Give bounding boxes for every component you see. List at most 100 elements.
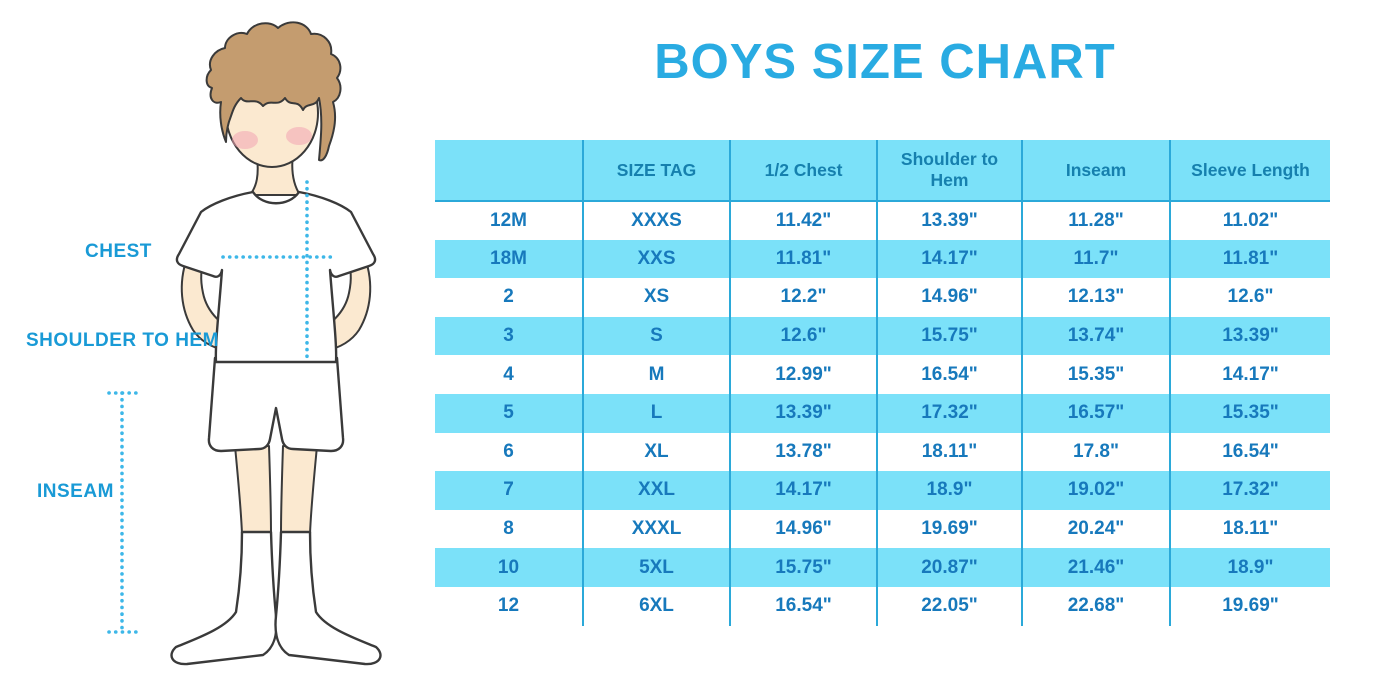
measurement-cell: 18.11" xyxy=(1170,509,1330,549)
boy-right-sock xyxy=(274,530,382,666)
measurement-cell: 11.81" xyxy=(730,239,878,279)
measurement-cell: XXL xyxy=(583,471,731,510)
measurement-cell: 14.17" xyxy=(730,471,878,510)
table-row: 3 S 12.6" 15.75" 13.74" 13.39" xyxy=(435,316,1330,356)
boy-left-cheek xyxy=(232,131,258,149)
measurement-cell: 17.8" xyxy=(1022,432,1171,472)
measurement-cell: 19.69" xyxy=(1170,586,1330,626)
boy-right-cheek xyxy=(286,127,312,145)
measurement-cell: 12.6" xyxy=(730,316,878,356)
measurement-cell: 19.02" xyxy=(1022,471,1171,510)
size-cell: 6 xyxy=(435,432,584,472)
column-header: Sleeve Length xyxy=(1170,140,1330,202)
measurement-cell: 20.87" xyxy=(877,548,1023,587)
measurement-cell: 14.96" xyxy=(730,509,878,549)
boy-hair xyxy=(205,21,342,162)
size-table: SIZE TAG 1/2 Chest Shoulder to Hem Inseam Sl… xyxy=(435,140,1330,626)
measurement-cell: 12.2" xyxy=(730,278,878,317)
column-header: 1/2 Chest xyxy=(730,140,878,202)
table-row: 4 M 12.99" 16.54" 15.35" 14.17" xyxy=(435,355,1330,394)
boy-left-leg xyxy=(234,445,272,535)
measurement-cell: 5XL xyxy=(583,548,731,587)
measurement-cell: 11.42" xyxy=(730,201,878,240)
measurement-cell: 11.7" xyxy=(1022,239,1171,279)
size-cell: 7 xyxy=(435,471,584,510)
measurement-cell: L xyxy=(583,393,731,433)
boy-left-sock xyxy=(170,530,278,666)
column-header: SIZE TAG xyxy=(583,140,731,202)
measurement-cell: S xyxy=(583,316,731,356)
measurement-cell: XXS xyxy=(583,239,731,279)
table-row: 18M XXS 11.81" 14.17" 11.7" 11.81" xyxy=(435,239,1330,279)
measurement-cell: 13.39" xyxy=(1170,316,1330,356)
size-cell: 3 xyxy=(435,316,584,356)
measurement-cell: 14.96" xyxy=(877,278,1023,317)
boy-measurement-figure xyxy=(95,10,425,690)
measurement-cell: 12.13" xyxy=(1022,278,1171,317)
measurement-cell: M xyxy=(583,355,731,394)
shoulder-to-hem-label: SHOULDER TO HEM xyxy=(26,330,219,351)
page-title: BOYS SIZE CHART xyxy=(654,35,1116,89)
chest-label: CHEST xyxy=(85,241,152,262)
measurement-cell: 18.9" xyxy=(1170,548,1330,587)
measurement-cell: 15.75" xyxy=(877,316,1023,356)
measurement-cell: 11.02" xyxy=(1170,201,1330,240)
measurement-cell: 16.57" xyxy=(1022,393,1171,433)
table-row: 2 XS 12.2" 14.96" 12.13" 12.6" xyxy=(435,278,1330,317)
measurement-cell: 16.54" xyxy=(877,355,1023,394)
measurement-cell: 15.35" xyxy=(1170,393,1330,433)
measurement-cell: XL xyxy=(583,432,731,472)
measurement-cell: XXXS xyxy=(583,201,731,240)
measurement-cell: 12.6" xyxy=(1170,278,1330,317)
table-row: 5 L 13.39" 17.32" 16.57" 15.35" xyxy=(435,393,1330,433)
measurement-cell: 17.32" xyxy=(877,393,1023,433)
boy-right-leg xyxy=(280,445,318,535)
size-table-head-row: SIZE TAG 1/2 Chest Shoulder to Hem Inseam Sl… xyxy=(435,140,1330,202)
table-row: 10 5XL 15.75" 20.87" 21.46" 18.9" xyxy=(435,548,1330,587)
measurement-cell: 14.17" xyxy=(1170,355,1330,394)
table-row: 8 XXXL 14.96" 19.69" 20.24" 18.11" xyxy=(435,509,1330,549)
size-cell: 5 xyxy=(435,393,584,433)
measurement-cell: 13.78" xyxy=(730,432,878,472)
size-cell: 10 xyxy=(435,548,584,587)
size-cell: 12 xyxy=(435,586,584,626)
measurement-cell: 15.75" xyxy=(730,548,878,587)
measurement-cell: 22.05" xyxy=(877,586,1023,626)
size-cell: 4 xyxy=(435,355,584,394)
boy-tshirt xyxy=(175,190,377,364)
measurement-cell: 20.24" xyxy=(1022,509,1171,549)
size-cell: 8 xyxy=(435,509,584,549)
table-row: 7 XXL 14.17" 18.9" 19.02" 17.32" xyxy=(435,471,1330,510)
measurement-cell: 16.54" xyxy=(1170,432,1330,472)
measurement-cell: 22.68" xyxy=(1022,586,1171,626)
measurement-cell: XXXL xyxy=(583,509,731,549)
measurement-cell: 15.35" xyxy=(1022,355,1171,394)
table-row: 12M XXXS 11.42" 13.39" 11.28" 11.02" xyxy=(435,201,1330,240)
table-row: 6 XL 13.78" 18.11" 17.8" 16.54" xyxy=(435,432,1330,472)
measurement-cell: 18.9" xyxy=(877,471,1023,510)
column-header xyxy=(435,140,584,202)
size-cell: 18M xyxy=(435,239,584,279)
measurement-cell: 13.39" xyxy=(730,393,878,433)
measurement-cell: 13.39" xyxy=(877,201,1023,240)
column-header: Shoulder to Hem xyxy=(877,140,1023,202)
measurement-cell: 6XL xyxy=(583,586,731,626)
measurement-cell: 16.54" xyxy=(730,586,878,626)
measurement-cell: 21.46" xyxy=(1022,548,1171,587)
size-cell: 2 xyxy=(435,278,584,317)
measurement-cell: XS xyxy=(583,278,731,317)
boy-illustration xyxy=(107,21,382,666)
size-cell: 12M xyxy=(435,201,584,240)
measurement-cell: 12.99" xyxy=(730,355,878,394)
measurement-cell: 13.74" xyxy=(1022,316,1171,356)
measurement-cell: 14.17" xyxy=(877,239,1023,279)
inseam-label: INSEAM xyxy=(37,481,114,502)
boy-shorts xyxy=(207,356,345,453)
measurement-cell: 11.81" xyxy=(1170,239,1330,279)
measurement-cell: 19.69" xyxy=(877,509,1023,549)
measurement-cell: 18.11" xyxy=(877,432,1023,472)
measurement-cell: 17.32" xyxy=(1170,471,1330,510)
table-row: 12 6XL 16.54" 22.05" 22.68" 19.69" xyxy=(435,586,1330,626)
column-header: Inseam xyxy=(1022,140,1171,202)
measurement-cell: 11.28" xyxy=(1022,201,1171,240)
